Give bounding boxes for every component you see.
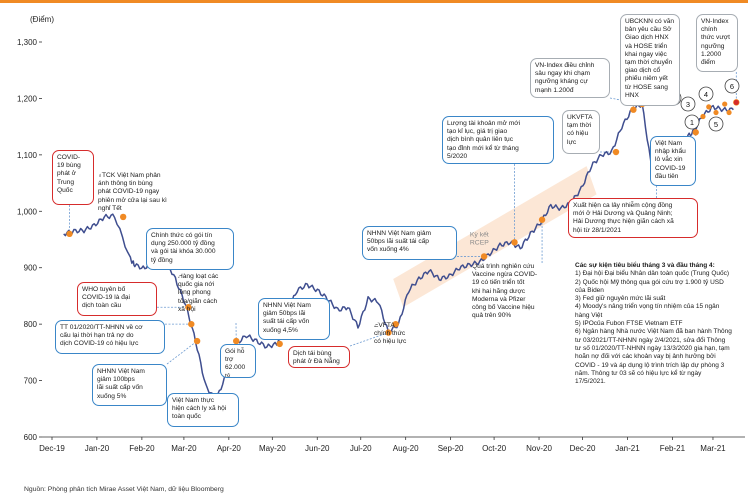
- x-tick-label: Feb-20: [129, 444, 155, 453]
- events-list: 1) Đại hội Đại biểu Nhân dân toàn quốc (…: [575, 270, 733, 386]
- event-point-ttck: [119, 213, 127, 221]
- source-note: Nguồn: Phòng phân tích Mirae Asset Việt …: [24, 486, 224, 493]
- annotation-nhnn100: NHNN Việt Nam giảm 100bps lãi suất cấp v…: [92, 364, 167, 406]
- x-tick-label: Mar-20: [171, 444, 197, 453]
- event-point-nhnn100: [193, 337, 201, 345]
- annotation-hangloat: Hàng loạt các quốc gia nới lỏng phong tỏ…: [178, 273, 219, 313]
- annotation-ttck: TTCK Việt Nam phản ánh thông tin bùng ph…: [98, 172, 167, 212]
- rcep-band-label: Kỳ kết RCEP: [470, 230, 489, 247]
- x-tick-label: Jan-21: [615, 444, 640, 453]
- y-tick-label: 1,300: [17, 38, 38, 47]
- x-tick-label: Jan-20: [85, 444, 110, 453]
- event-point-who: [185, 304, 192, 311]
- annotation-ukvfta: UKVFTA tạm thời có hiệu lực: [562, 110, 600, 154]
- event-point-ukvfta: [612, 148, 620, 156]
- rcep-band-area: [393, 166, 597, 308]
- connector-vnindex-dieuchinh: [609, 97, 643, 105]
- x-tick-label: Jul-20: [350, 444, 372, 453]
- x-tick-label: Feb-21: [660, 444, 686, 453]
- x-tick-label: Dec-19: [39, 444, 65, 453]
- annotation-tt01: TT 01/2020/TT-NHNN về cơ cấu lại thời hạ…: [55, 320, 165, 354]
- y-tick-label: 800: [24, 320, 38, 329]
- marker-3: 3: [680, 96, 719, 116]
- annotation-cachly: Việt Nam thực hiện cách ly xã hội toàn q…: [167, 393, 239, 427]
- annotation-xuathien: Xuất hiện ca lây nhiễm cộng đồng mới ở H…: [568, 198, 698, 238]
- event-item: 3) Fed giữ nguyên mức lãi suất: [575, 295, 666, 303]
- annotation-vnindex-dieuchinh: VN-Index điều chỉnh sâu ngay khi chạm ng…: [530, 58, 610, 98]
- events-title: Các sự kiện tiêu biểu tháng 3 và đầu thá…: [575, 262, 715, 269]
- svg-text:4: 4: [704, 90, 708, 99]
- y-tick-label: 1,100: [17, 151, 38, 160]
- annotation-nhnn50a: NHNN Việt Nam giảm 50bps lãi suất tái cấ…: [258, 298, 330, 340]
- event-point-nhnn50a: [276, 340, 283, 348]
- y-tick-label: 1,200: [17, 94, 38, 103]
- annotation-nhnn50b: NHNN Việt Nam giảm 50bps lãi suất tái cấ…: [362, 226, 457, 260]
- x-tick-label: Dec-20: [570, 444, 596, 453]
- annotation-luonggiaodich: Lượng tài khoản mở mới tạo kỉ lục, giá t…: [442, 116, 554, 164]
- x-tick-label: Sep-20: [438, 444, 464, 453]
- event-point-tt01: [188, 320, 195, 328]
- annotation-goiho: Gói hỗ trợ 62.000 tỷ: [220, 344, 256, 378]
- annotation-vaccine: Quá trình nghiên cứu Vaccine ngừa COVID-…: [472, 263, 538, 320]
- event-item: 6) Ngân hàng Nhà nước Việt Nam đã ban hà…: [575, 328, 732, 386]
- event-point-luonggiaodich: [511, 239, 518, 246]
- event-point-danang: [385, 329, 392, 336]
- marker-5: 5: [708, 109, 732, 132]
- rcep-band: Kỳ kết RCEP: [393, 166, 597, 308]
- marker-1: 1: [684, 113, 706, 130]
- x-tick-label: Mar-21: [700, 444, 726, 453]
- marker-6: 6: [724, 78, 740, 105]
- annotation-ubcknn: UBCKNN có văn bản yêu cầu Sở Giao dịch H…: [620, 14, 680, 106]
- event-point-vaccine: [538, 216, 546, 223]
- x-tick-label: Oct-20: [482, 444, 507, 453]
- annotation-nhapkhau: Việt Nam nhập khẩu lô vắc xin COVID-19 đ…: [650, 136, 696, 186]
- event-point-covid19: [66, 230, 73, 238]
- svg-text:6: 6: [730, 82, 734, 91]
- top-accent-bar: [0, 0, 748, 3]
- annotation-vnindex-vuot: VN-Index chính thức vượt ngưỡng 1.2000 đ…: [696, 14, 738, 72]
- annotation-danang: Dịch tái bùng phát ở Đà Nẵng: [288, 346, 350, 368]
- events-panel: Các sự kiện tiêu biểu tháng 3 và đầu thá…: [575, 262, 733, 418]
- x-tick-label: Nov-20: [526, 444, 552, 453]
- event-item: 4) Moody's nâng triển vọng tín nhiệm của…: [575, 303, 720, 319]
- annotation-evfta: EVFTA chính thức có hiệu lực: [374, 322, 407, 346]
- event-point-nhnn50b: [480, 253, 488, 260]
- y-tick-label: 700: [24, 377, 38, 386]
- x-tick-label: Apr-20: [217, 444, 242, 453]
- x-tick-label: Aug-20: [393, 444, 419, 453]
- event-point-evfta: [392, 320, 399, 328]
- y-tick-label: 600: [24, 433, 38, 442]
- event-point-hangloat: [233, 337, 240, 345]
- annotation-chinhthuc: Chính thức có gói tín dụng 250.000 tỷ đồ…: [146, 228, 234, 270]
- marker-4: 4: [698, 86, 728, 107]
- y-axis-label: (Điểm): [30, 15, 54, 24]
- event-point-ubcknn: [630, 106, 637, 113]
- event-point-nhapkhau: [692, 129, 699, 136]
- x-tick-label: May-20: [259, 444, 286, 453]
- svg-text:3: 3: [686, 100, 690, 109]
- y-tick-label: 1,000: [17, 207, 38, 216]
- event-item: 1) Đại hội Đại biểu Nhân dân toàn quốc (…: [575, 270, 730, 278]
- connector-nhnn100: [166, 340, 198, 365]
- y-tick-label: 900: [24, 264, 38, 273]
- event-item: 5) IPOcủa Fubon FTSE Vietnam ETF: [575, 320, 683, 328]
- svg-text:1: 1: [690, 118, 694, 127]
- event-item: 2) Quốc hội Mỹ thông qua gói cứu trợ 1.9…: [575, 278, 724, 294]
- svg-text:5: 5: [714, 120, 718, 129]
- annotation-who: WHO tuyên bố COVID-19 là đại dịch toàn c…: [77, 282, 157, 316]
- x-tick-label: Jun-20: [305, 444, 330, 453]
- annotation-covid19: COVID- 19 bùng phát ở Trung Quốc: [52, 150, 94, 205]
